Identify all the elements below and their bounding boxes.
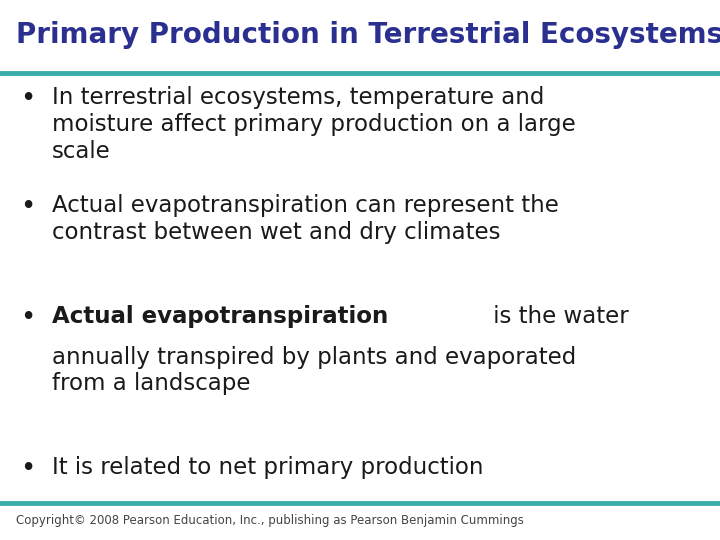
Text: Actual evapotranspiration: Actual evapotranspiration (52, 305, 388, 328)
Text: •: • (20, 194, 35, 220)
Text: •: • (20, 86, 35, 112)
Text: Actual evapotranspiration can represent the
contrast between wet and dry climate: Actual evapotranspiration can represent … (52, 194, 559, 244)
Text: In terrestrial ecosystems, temperature and
moisture affect primary production on: In terrestrial ecosystems, temperature a… (52, 86, 575, 163)
Text: •: • (20, 456, 35, 482)
Text: annually transpired by plants and evaporated
from a landscape: annually transpired by plants and evapor… (52, 346, 576, 395)
Text: Primary Production in Terrestrial Ecosystems: Primary Production in Terrestrial Ecosys… (16, 21, 720, 49)
Text: It is related to net primary production: It is related to net primary production (52, 456, 483, 480)
Text: Copyright© 2008 Pearson Education, Inc., publishing as Pearson Benjamin Cummings: Copyright© 2008 Pearson Education, Inc.,… (16, 514, 523, 527)
Text: •: • (20, 305, 35, 331)
Text: is the water: is the water (486, 305, 629, 328)
